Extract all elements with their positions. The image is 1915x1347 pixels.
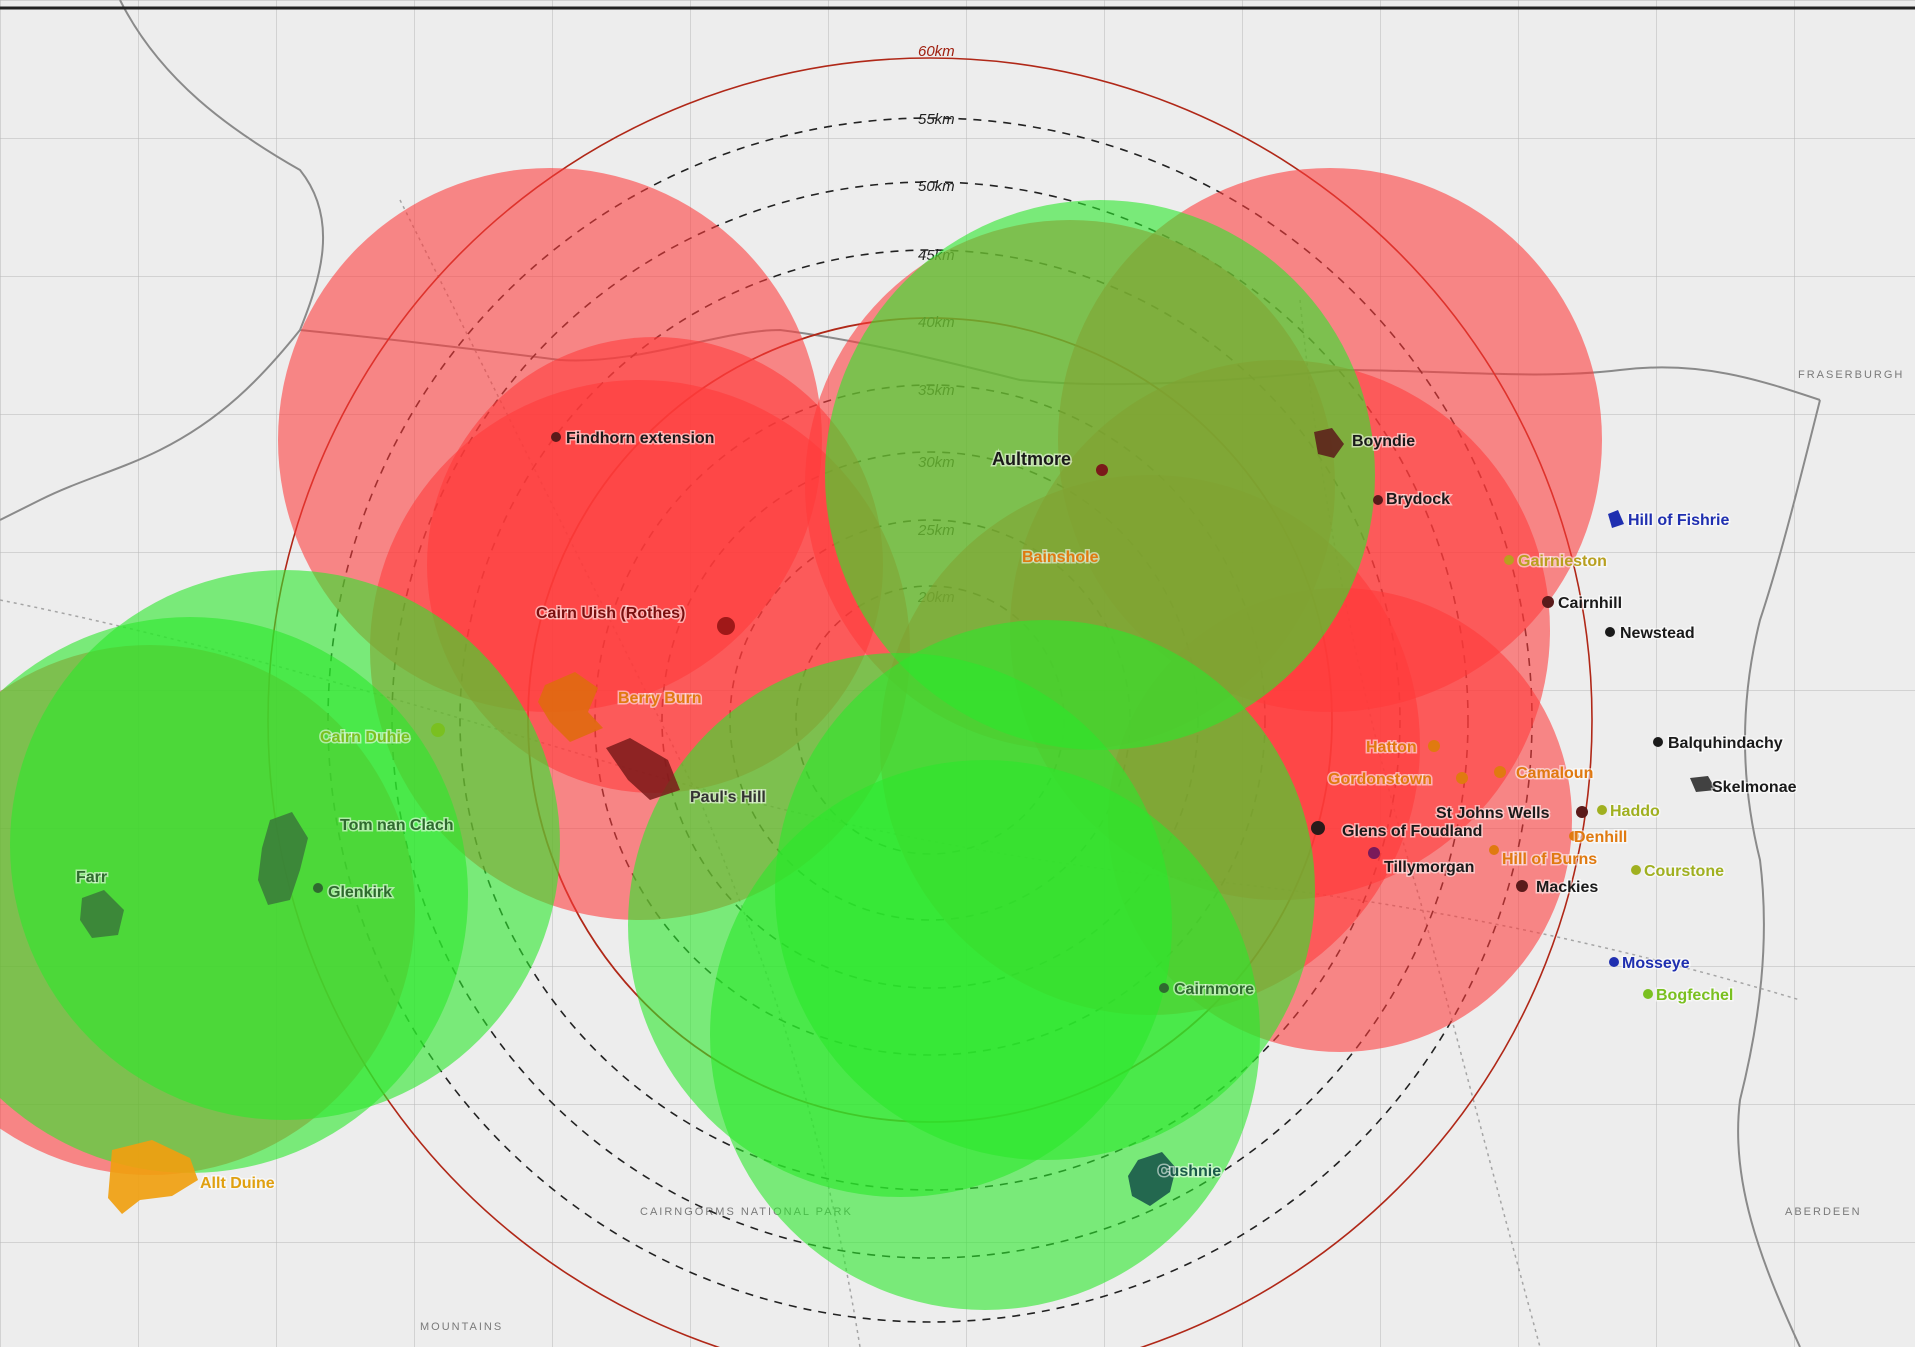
site-label-tom-nan-clach: Tom nan Clach: [340, 817, 454, 834]
site-label-pauls-hill: Paul's Hill: [690, 789, 766, 806]
marker-hatton: [1428, 740, 1440, 752]
marker-cairnmore: [1159, 983, 1169, 993]
ring-label-60km: 60km: [918, 43, 955, 60]
marker-mackies: [1516, 880, 1528, 892]
red-zone: [427, 337, 883, 793]
site-label-hatton: Hatton: [1366, 739, 1417, 756]
site-label-hill-of-burns: Hill of Burns: [1502, 851, 1597, 868]
site-label-glenkirk: Glenkirk: [328, 884, 392, 901]
site-label-courstone: Courstone: [1644, 863, 1724, 880]
marker-st-johns-wells: [1576, 806, 1588, 818]
marker-balquhindachy: [1653, 737, 1663, 747]
marker-cairn-duhie: [431, 723, 445, 737]
site-label-cairnhill: Cairnhill: [1558, 595, 1622, 612]
site-label-camaloun: Camaloun: [1516, 765, 1593, 782]
site-label-farr: Farr: [76, 869, 107, 886]
marker-cairnhill: [1542, 596, 1554, 608]
marker-courstone: [1631, 865, 1641, 875]
site-label-denhill: Denhill: [1574, 829, 1627, 846]
pauls-hill-footprint: [606, 738, 680, 800]
site-label-hill-of-fishrie: Hill of Fishrie: [1628, 512, 1729, 529]
site-label-glens-of-foudland: Glens of Foudland: [1342, 823, 1482, 840]
marker-hill-of-burns: [1489, 845, 1499, 855]
site-label-newstead: Newstead: [1620, 625, 1695, 642]
site-label-st-johns-wells: St Johns Wells: [1436, 805, 1550, 822]
site-markers: [313, 432, 1663, 999]
marker-denhill: [1569, 831, 1579, 841]
farr-footprint: [80, 890, 124, 938]
marker-cairn-uish: [717, 617, 735, 635]
marker-camaloun: [1494, 766, 1506, 778]
site-label-gairnieston: Gairnieston: [1518, 553, 1607, 570]
green-zone: [0, 617, 468, 1173]
site-label-haddo: Haddo: [1610, 803, 1660, 820]
marker-findhorn-extension: [551, 432, 561, 442]
site-label-skelmonae: Skelmonae: [1712, 779, 1797, 796]
site-label-balquhindachy: Balquhindachy: [1668, 735, 1783, 752]
marker-bogfechel: [1643, 989, 1653, 999]
berry-burn-footprint: [538, 672, 603, 742]
cushnie-footprint: [1128, 1152, 1176, 1206]
site-label-cairn-duhie: Cairn Duhie: [320, 729, 410, 746]
marker-haddo: [1597, 805, 1607, 815]
site-labels: Findhorn extension Aultmore Boyndie Bryd…: [75, 429, 1799, 1194]
bg-label-mountains: MOUNTAINS: [420, 1321, 503, 1333]
marker-glenkirk: [313, 883, 323, 893]
green-zone: [710, 760, 1260, 1310]
marker-mosseye: [1609, 957, 1619, 967]
boyndie-footprint: [1314, 428, 1344, 458]
site-label-berry-burn: Berry Burn: [618, 690, 702, 707]
marker-aultmore: [1096, 464, 1108, 476]
site-label-tillymorgan: Tillymorgan: [1384, 859, 1474, 876]
site-label-findhorn-extension: Findhorn extension: [566, 430, 714, 447]
site-label-mosseye: Mosseye: [1622, 955, 1690, 972]
marker-glens-of-foudland: [1311, 821, 1325, 835]
marker-gairnieston: [1504, 555, 1514, 565]
bg-label-fraserburgh: FRASERBURGH: [1798, 369, 1904, 381]
site-label-gordonstown: Gordonstown: [1328, 771, 1432, 788]
bg-label-aberdeen: ABERDEEN: [1785, 1206, 1862, 1218]
site-label-cushnie: Cushnie: [1158, 1163, 1221, 1180]
site-label-brydock: Brydock: [1386, 491, 1450, 508]
marker-newstead: [1605, 627, 1615, 637]
site-label-allt-duine: Allt Duine: [200, 1175, 275, 1192]
site-label-cairnmore: Cairnmore: [1174, 981, 1254, 998]
site-label-aultmore: Aultmore: [992, 449, 1071, 469]
skelmonae-footprint: [1690, 776, 1716, 792]
allt-duine-footprint: [108, 1140, 198, 1214]
hill-of-fishrie-footprint: [1608, 510, 1624, 528]
ring-label-55km: 55km: [918, 111, 955, 128]
site-label-cairn-uish: Cairn Uish (Rothes): [536, 605, 685, 622]
marker-tillymorgan: [1368, 847, 1380, 859]
site-label-mackies: Mackies: [1536, 879, 1598, 896]
ring-label-50km: 50km: [918, 178, 955, 195]
site-shapes: [80, 428, 1716, 1214]
marker-brydock: [1373, 495, 1383, 505]
marker-gordonstown: [1456, 772, 1468, 784]
site-label-bainshole: Bainshole: [1022, 549, 1099, 566]
site-label-bogfechel: Bogfechel: [1656, 987, 1733, 1004]
tom-nan-clach-footprint: [258, 812, 308, 905]
site-label-boyndie: Boyndie: [1352, 433, 1415, 450]
